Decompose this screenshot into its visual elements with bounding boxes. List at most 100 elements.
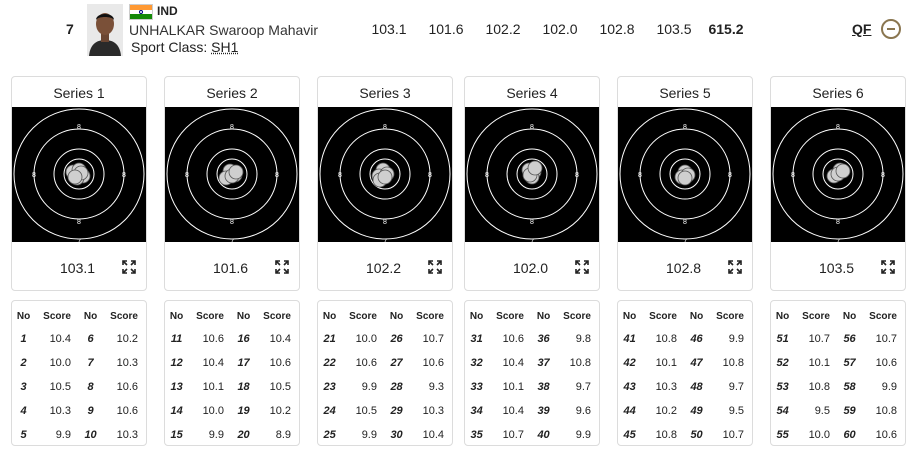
table-row: 31 10.6 36 9.8: [465, 327, 599, 351]
shot-number: 8: [87, 381, 94, 393]
shot-score: 10.2: [655, 405, 677, 417]
table-row: 24 10.5 29 10.3: [318, 399, 452, 423]
table-row: 44 10.2 49 9.5: [618, 399, 752, 423]
series-card: Series 5 8 8 8 8 7 102.8: [617, 76, 753, 291]
shot-score: 10.6: [269, 357, 291, 369]
svg-text:7: 7: [836, 239, 840, 242]
svg-text:8: 8: [791, 172, 795, 179]
shot-number: 48: [690, 381, 703, 393]
col-no: No: [389, 310, 404, 322]
target-image: 8 8 8 8 7: [12, 107, 146, 242]
shot-score: 9.9: [55, 429, 71, 441]
shot-number: 37: [537, 357, 550, 369]
qualification-mark[interactable]: QF: [852, 21, 872, 37]
shot-number: 9: [87, 405, 94, 417]
shot-number: 44: [623, 405, 636, 417]
shot-score: 10.4: [202, 357, 224, 369]
shot-score: 9.9: [361, 381, 377, 393]
table-row: 11 10.6 16 10.4: [165, 327, 299, 351]
col-score: Score: [716, 310, 744, 322]
col-no: No: [622, 310, 637, 322]
shot-number: 24: [323, 405, 336, 417]
shot-score: 10.1: [502, 381, 524, 393]
svg-text:7: 7: [683, 239, 687, 242]
table-row: 25 9.9 30 10.4: [318, 423, 452, 447]
collapse-icon[interactable]: [881, 19, 901, 39]
svg-text:8: 8: [275, 172, 279, 179]
shot-score: 10.0: [202, 405, 224, 417]
table-row: 21 10.0 26 10.7: [318, 327, 452, 351]
shot-number: 50: [690, 429, 703, 441]
col-no: No: [842, 310, 857, 322]
shot-table: No Score No Score 41 10.8 46 9.9 42 10.1 47 10.8 43 1…: [618, 305, 752, 447]
table-row: 14 10.0 19 10.2: [165, 399, 299, 423]
col-no: No: [536, 310, 551, 322]
expand-icon[interactable]: [881, 260, 895, 274]
series-title: Series 4: [506, 85, 558, 101]
col-no: No: [83, 310, 98, 322]
svg-text:8: 8: [485, 172, 489, 179]
header-series-score: 102.0: [542, 21, 578, 37]
shot-score: 10.3: [655, 381, 677, 393]
shot-number: 47: [690, 357, 703, 369]
shot-score: 10.0: [49, 357, 71, 369]
shot-score: 10.6: [202, 333, 224, 345]
col-no: No: [236, 310, 251, 322]
expand-icon[interactable]: [575, 260, 589, 274]
shot-score: 9.9: [575, 429, 591, 441]
shot-score: 10.4: [49, 333, 71, 345]
table-row: 45 10.8 50 10.7: [618, 423, 752, 447]
shot-table: No Score No Score 21 10.0 26 10.7 22 10.6 27 10.6 23…: [318, 305, 452, 447]
series-title: Series 2: [206, 85, 258, 101]
shot-number: 45: [623, 429, 636, 441]
svg-text:8: 8: [683, 219, 687, 226]
series-title: Series 3: [359, 85, 411, 101]
shot-number: 20: [237, 429, 250, 441]
col-score: Score: [416, 310, 444, 322]
svg-text:8: 8: [383, 124, 387, 131]
shot-score: 9.7: [575, 381, 591, 393]
table-row: 53 10.8 58 9.9: [771, 375, 905, 399]
shot-score: 9.5: [728, 405, 744, 417]
expand-icon[interactable]: [275, 260, 289, 274]
col-score: Score: [563, 310, 591, 322]
shot-number: 54: [776, 405, 789, 417]
shot-score: 9.6: [575, 405, 591, 417]
table-header-row: No Score No Score: [165, 305, 299, 327]
expand-icon[interactable]: [122, 260, 136, 274]
series-card: Series 4 8 8 8 8 7 102.0: [464, 76, 600, 291]
shot-score: 10.3: [422, 405, 444, 417]
shot-score: 10.4: [269, 333, 291, 345]
header-series-score: 103.5: [656, 21, 692, 37]
shot-number: 3: [20, 381, 27, 393]
shot-number: 59: [843, 405, 856, 417]
sport-class-value[interactable]: SH1: [211, 39, 239, 55]
shot-number: 27: [390, 357, 403, 369]
shot-number: 18: [237, 381, 250, 393]
shot-score: 10.3: [116, 357, 138, 369]
svg-text:8: 8: [185, 172, 189, 179]
shot-number: 25: [323, 429, 336, 441]
shot-number: 55: [776, 429, 789, 441]
expand-icon[interactable]: [728, 260, 742, 274]
series-title: Series 1: [53, 85, 105, 101]
svg-text:8: 8: [230, 219, 234, 226]
table-row: 42 10.1 47 10.8: [618, 351, 752, 375]
shot-number: 49: [690, 405, 703, 417]
shot-number: 43: [623, 381, 636, 393]
shot-score: 10.8: [808, 381, 830, 393]
shot-score: 10.6: [116, 381, 138, 393]
shot-score: 10.3: [49, 405, 71, 417]
shot-score: 9.5: [814, 405, 830, 417]
col-score: Score: [196, 310, 224, 322]
shot-score: 10.6: [875, 429, 897, 441]
shot-table: No Score No Score 1 10.4 6 10.2 2 10.0 7 10.3 3 10.5 8…: [12, 305, 146, 447]
header-series-score: 102.2: [485, 21, 521, 37]
header-series-score: 101.6: [428, 21, 464, 37]
shot-score: 8.9: [275, 429, 291, 441]
shot-number: 6: [87, 333, 94, 345]
series-shot-table: No Score No Score 31 10.6 36 9.8 32 10.4 37 10.8 33 1…: [464, 300, 600, 446]
expand-icon[interactable]: [428, 260, 442, 274]
table-row: 2 10.0 7 10.3: [12, 351, 146, 375]
shot-table: No Score No Score 11 10.6 16 10.4 12 10.4 17 10.6 13…: [165, 305, 299, 447]
